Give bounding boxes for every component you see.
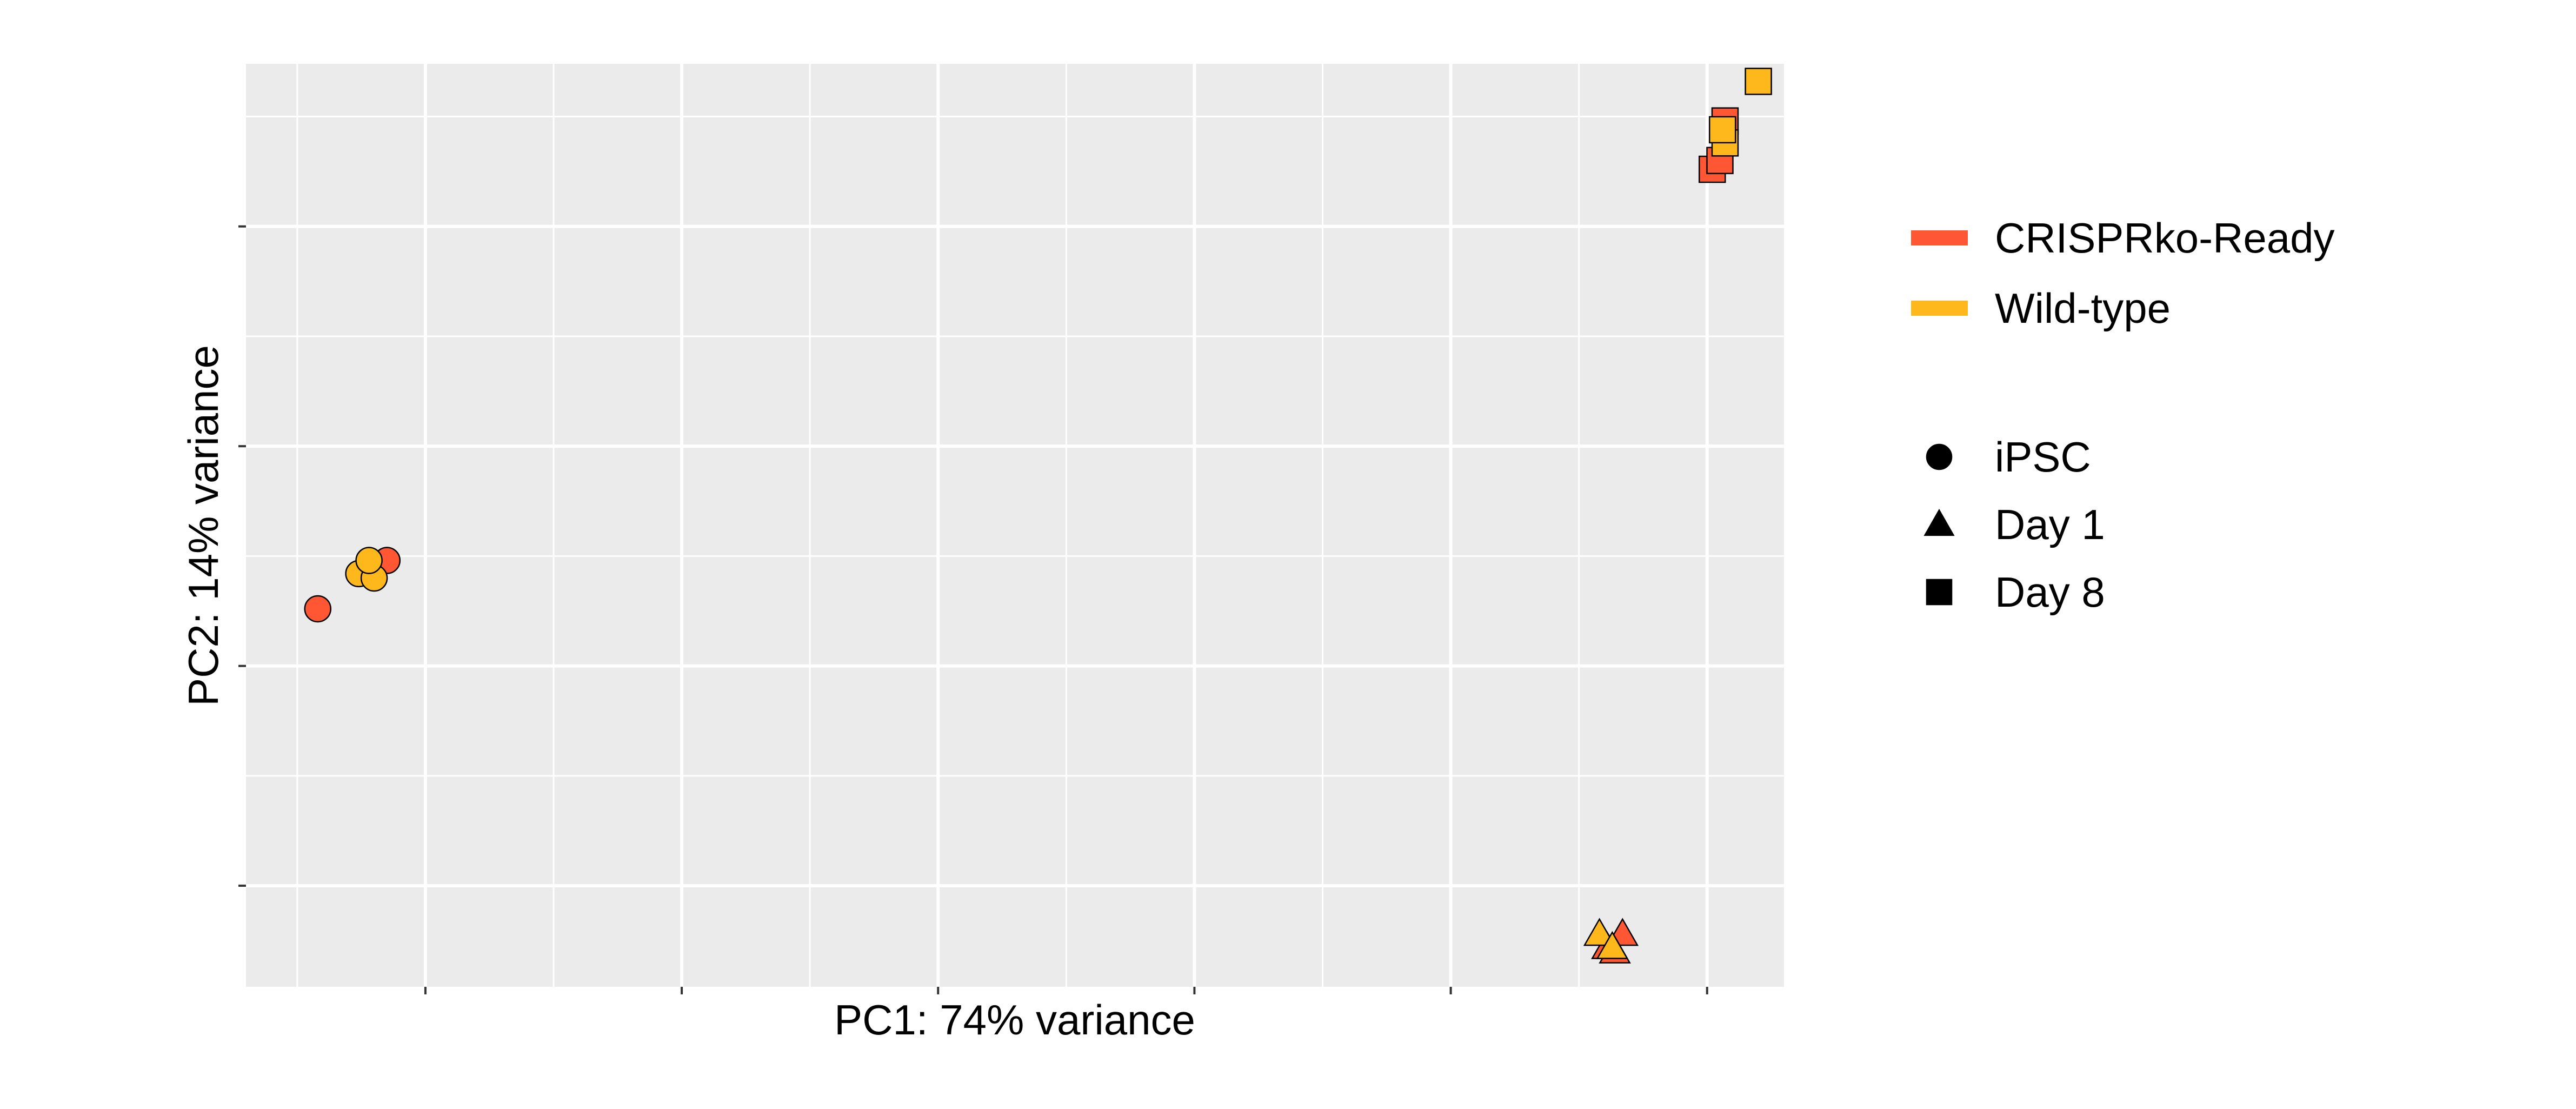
major-gridlines [246, 64, 1784, 987]
legend-square-icon [1926, 579, 1953, 606]
legend-label: iPSC [1995, 433, 2091, 481]
legend-label: Wild-type [1995, 284, 2171, 332]
point-wild-type-circle [355, 547, 383, 574]
point-wild-type-square [1708, 116, 1736, 144]
legend-label: CRISPRko-Ready [1995, 214, 2335, 262]
legend-swatch [1911, 230, 1968, 245]
plot-panel [246, 64, 1784, 987]
legend-label: Day 1 [1995, 501, 2105, 548]
legend-circle-icon [1926, 443, 1953, 470]
legend-triangle-icon [1923, 509, 1955, 536]
point-wild-type-triangle [1596, 931, 1629, 959]
point-wild-type-square [1745, 68, 1772, 95]
legend-label: Day 8 [1995, 568, 2105, 616]
point-wild-type-triangle [1583, 918, 1616, 946]
legend: CRISPRko-Ready Wild-type iPSC Day 1 Day 8 [1911, 214, 2335, 616]
minor-gridlines [246, 64, 1784, 987]
axis-ticks [238, 225, 1708, 994]
y-axis-title: PC2: 14% variance [179, 345, 227, 706]
legend-swatch [1911, 301, 1968, 316]
x-axis-title: PC1: 74% variance [834, 996, 1195, 1044]
point-crisprko-ready-circle [304, 595, 332, 623]
data-points [304, 68, 1772, 964]
